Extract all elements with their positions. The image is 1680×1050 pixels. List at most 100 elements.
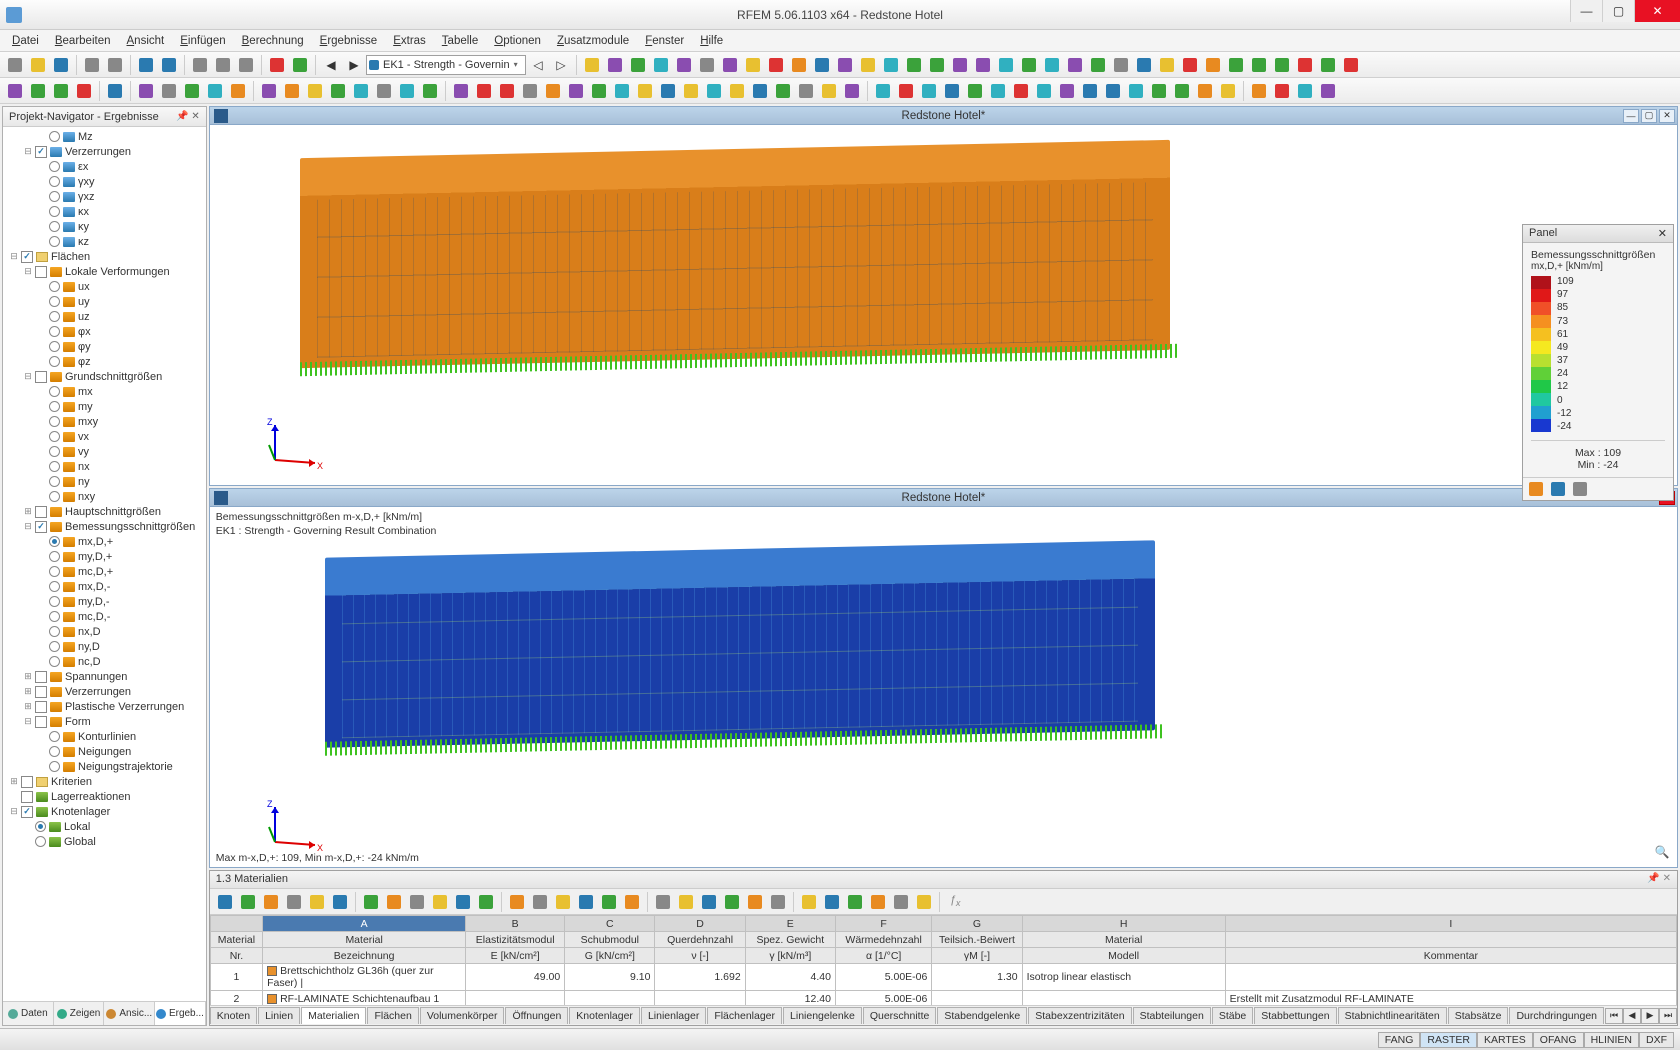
legend-panel[interactable]: Panel ✕ Bemessungsschnittgrößen mx,D,+ [… [1522,224,1674,501]
menu-extras[interactable]: Extras [385,33,434,49]
table-tool[interactable] [575,891,597,913]
edit-tool[interactable] [50,80,72,102]
edit-tool[interactable] [841,80,863,102]
edit-tool[interactable] [726,80,748,102]
edit-tool[interactable] [634,80,656,102]
tree-item[interactable]: ny [3,474,206,489]
edit-tool[interactable] [680,80,702,102]
status-raster[interactable]: RASTER [1420,1032,1477,1048]
table-tool[interactable] [698,891,720,913]
tree-item[interactable]: mxy [3,414,206,429]
lc-prev-button[interactable]: ◁ [527,54,549,76]
view-tool[interactable] [673,54,695,76]
view-tool[interactable] [1179,54,1201,76]
view-max[interactable]: ▢ [1641,109,1657,123]
view-tool[interactable] [926,54,948,76]
table-tab-knotenlager[interactable]: Knotenlager [569,1007,640,1024]
edit-tool[interactable] [1102,80,1124,102]
lc-next-button[interactable]: ▷ [550,54,572,76]
view-min[interactable]: — [1623,109,1639,123]
view-tool[interactable] [949,54,971,76]
view-tool[interactable] [880,54,902,76]
status-kartes[interactable]: KARTES [1477,1032,1533,1048]
status-fang[interactable]: FANG [1378,1032,1421,1048]
tree-item[interactable]: nc,D [3,654,206,669]
tree-item[interactable]: Neigungstrajektorie [3,759,206,774]
table-tab-flächen[interactable]: Flächen [367,1007,418,1024]
view-tool[interactable] [903,54,925,76]
menu-datei[interactable]: Datei [4,33,47,49]
view-tool[interactable] [581,54,603,76]
view-tool[interactable] [834,54,856,76]
table-tool[interactable] [844,891,866,913]
maximize-button[interactable]: ▢ [1602,0,1634,22]
view-tool[interactable] [1041,54,1063,76]
close-button[interactable]: ✕ [1634,0,1680,22]
menu-hilfe[interactable]: Hilfe [692,33,731,49]
view-tool[interactable] [765,54,787,76]
view-tool[interactable] [1225,54,1247,76]
table-tool[interactable] [214,891,236,913]
tree-item[interactable]: mx,D,- [3,579,206,594]
edit-tool[interactable] [987,80,1009,102]
edit-tool[interactable] [964,80,986,102]
edit-tool[interactable] [1194,80,1216,102]
view-canvas-top[interactable]: X Z [210,125,1677,485]
paste-button[interactable] [235,54,257,76]
legend-icon-1[interactable] [1529,482,1543,496]
table-tool[interactable] [652,891,674,913]
table-tool[interactable] [744,891,766,913]
legend-icon-3[interactable] [1573,482,1587,496]
edit-tool[interactable] [1317,80,1339,102]
table-tab-linien[interactable]: Linien [258,1007,300,1024]
edit-tool[interactable] [73,80,95,102]
edit-tool[interactable] [1010,80,1032,102]
tab-nav[interactable]: ⏭ [1659,1008,1677,1024]
edit-tool[interactable] [327,80,349,102]
edit-tool[interactable] [519,80,541,102]
edit-tool[interactable] [588,80,610,102]
view-tool[interactable] [788,54,810,76]
tree-item[interactable]: my [3,399,206,414]
edit-tool[interactable] [104,80,126,102]
tree-item[interactable]: mc,D,- [3,609,206,624]
tree-item[interactable]: Global [3,834,206,849]
tree-item[interactable]: γxy [3,174,206,189]
tree-item[interactable]: uy [3,294,206,309]
edit-tool[interactable] [941,80,963,102]
calc-button[interactable] [266,54,288,76]
tree-item[interactable]: ny,D [3,639,206,654]
edit-tool[interactable] [872,80,894,102]
menu-ergebnisse[interactable]: Ergebnisse [312,33,386,49]
view-tool[interactable] [1340,54,1362,76]
edit-tool[interactable] [419,80,441,102]
pin-icon[interactable]: 📌 ✕ [176,111,200,122]
edit-tool[interactable] [350,80,372,102]
zoom-icon[interactable]: 🔍 [1651,841,1673,863]
table-tool[interactable] [621,891,643,913]
view-tool[interactable] [696,54,718,76]
table-tab-liniengelenke[interactable]: Liniengelenke [783,1007,862,1024]
edit-tool[interactable] [258,80,280,102]
cut-button[interactable] [189,54,211,76]
edit-tool[interactable] [657,80,679,102]
tree-item[interactable]: ⊟Form [3,714,206,729]
tree-item[interactable]: κx [3,204,206,219]
loadcase-combo[interactable]: EK1 - Strength - Governin [366,55,526,75]
view-tool[interactable] [1110,54,1132,76]
tree-item[interactable]: Neigungen [3,744,206,759]
status-ofang[interactable]: OFANG [1533,1032,1584,1048]
tree-item[interactable]: κz [3,234,206,249]
table-tool[interactable] [721,891,743,913]
tree-item[interactable]: ux [3,279,206,294]
table-close[interactable]: 📌 ✕ [1647,873,1671,886]
tree-item[interactable]: Konturlinien [3,729,206,744]
menu-zusatzmodule[interactable]: Zusatzmodule [549,33,637,49]
table-tool[interactable] [867,891,889,913]
tree-item[interactable]: ⊞Kriterien [3,774,206,789]
tree-item[interactable]: Mz [3,129,206,144]
table-tool[interactable] [383,891,405,913]
tab-nav[interactable]: ◀ [1623,1008,1641,1024]
edit-tool[interactable] [818,80,840,102]
edit-tool[interactable] [181,80,203,102]
